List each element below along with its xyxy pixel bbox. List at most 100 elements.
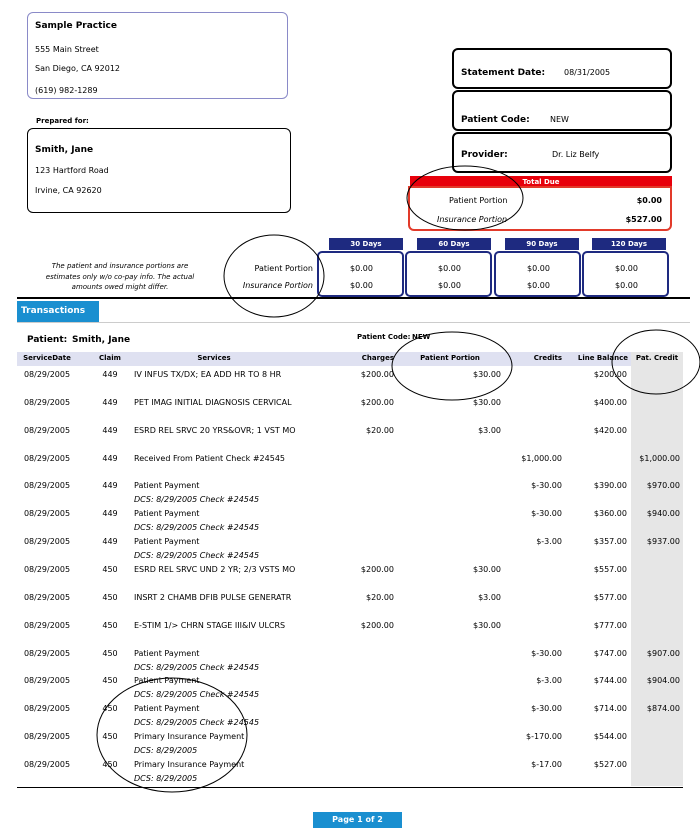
cell-date: 08/29/2005 [23, 425, 71, 435]
circle [96, 677, 248, 793]
cell-note: DCS: 8/29/2005 Check #24545 [134, 523, 260, 533]
cell-service: Patient Payment [134, 509, 200, 519]
cell-date: 08/29/2005 [23, 453, 71, 463]
circle [223, 234, 325, 318]
cell-date: 08/29/2005 [23, 592, 71, 602]
cell-claim: 449 [102, 481, 118, 491]
cell-credits: $-30.00 [531, 704, 562, 714]
cell-line-balance: $420.00 [593, 425, 627, 435]
aging-patient: $0.00 [350, 264, 373, 273]
bottom-rule [17, 787, 683, 788]
cell-charges: $200.00 [360, 370, 394, 379]
aging-patient: $0.00 [527, 264, 550, 273]
cell-note: DCS: 8/29/2005 Check #24545 [134, 718, 260, 728]
cell-credits: $-3.00 [536, 676, 562, 686]
cell-service: Primary Insurance Payment [134, 760, 245, 770]
cell-service: Patient Payment [134, 648, 200, 658]
provider-value: Dr. Liz Belfy [552, 150, 600, 159]
cell-date: 08/29/2005 [23, 537, 71, 547]
cell-service: IV INFUS TX/DX; EA ADD HR TO 8 HR [134, 370, 282, 379]
cell-credits: $-30.00 [531, 509, 562, 519]
cell-claim: 450 [102, 760, 118, 770]
aging-insurance: $0.00 [615, 281, 638, 290]
cell-line-balance: $557.00 [593, 565, 627, 575]
cell-patient-portion: $30.00 [473, 620, 501, 630]
aging-header: 60 Days [417, 238, 491, 250]
total-patient-value: $0.00 [636, 196, 662, 205]
cell-charges: $200.00 [360, 565, 394, 575]
aging-box [494, 251, 581, 297]
aging-insurance-label: Insurance Portion [242, 281, 313, 290]
date-value: 08/31/2005 [564, 68, 611, 77]
total-insurance-label: Insurance Portion [437, 215, 508, 224]
cell-line-balance: $527.00 [593, 760, 627, 770]
transactions-tab: Transactions [17, 301, 99, 322]
column-header: Charges [361, 354, 394, 362]
column-header: Services [197, 354, 231, 362]
cell-credits: $-170.00 [526, 732, 562, 742]
patient-city: Irvine, CA 92620 [35, 186, 102, 195]
practice-box [27, 12, 288, 99]
practice-name: Sample Practice [35, 21, 117, 31]
cell-pat-credit: $1,000.00 [639, 453, 680, 463]
code-value: NEW [550, 115, 569, 124]
cell-claim: 450 [102, 620, 118, 630]
cell-service: Patient Payment [134, 537, 200, 547]
date-label: Statement Date: [461, 68, 546, 78]
cell-line-balance: $200.00 [593, 370, 627, 379]
column-header: Line Balance [577, 354, 628, 362]
aging-insurance: $0.00 [527, 281, 550, 290]
cell-claim: 449 [102, 537, 118, 547]
cell-patient-portion: $30.00 [473, 370, 501, 379]
cell-patient-portion: $3.00 [478, 425, 501, 435]
cell-claim: 449 [102, 425, 118, 435]
cell-line-balance: $747.00 [593, 648, 627, 658]
practice-city: San Diego, CA 92012 [35, 64, 121, 73]
cell-date: 08/29/2005 [23, 704, 71, 714]
aging-box [317, 251, 404, 297]
cell-pat-credit: $907.00 [646, 648, 680, 658]
cell-line-balance: $357.00 [593, 537, 627, 547]
cell-date: 08/29/2005 [23, 760, 71, 770]
cell-credits: $-30.00 [531, 648, 562, 658]
code-label: Patient Code: [461, 115, 530, 125]
prepared-label: Prepared for: [36, 117, 89, 125]
cell-credits: $1,000.00 [521, 453, 562, 463]
column-header: Credits [533, 354, 562, 362]
patient-box [27, 128, 291, 213]
circle [391, 331, 513, 401]
cell-claim: 449 [102, 397, 118, 407]
tx-patient-name: Smith, Jane [72, 335, 131, 345]
cell-claim: 449 [102, 509, 118, 519]
total-patient-label: Patient Portion [449, 196, 508, 205]
cell-claim: 450 [102, 704, 118, 714]
aging-patient-label: Patient Portion [254, 264, 313, 273]
cell-patient-portion: $30.00 [473, 565, 501, 575]
column-header: Patient Portion [420, 354, 480, 362]
cell-service: Patient Payment [134, 704, 200, 714]
page-number: Page 1 of 2 [313, 812, 402, 828]
cell-claim: 450 [102, 592, 118, 602]
practice-phone: (619) 982-1289 [35, 86, 98, 95]
cell-service: Received From Patient Check #24545 [134, 453, 286, 463]
tab-rule [17, 322, 690, 323]
cell-charges: $200.00 [360, 620, 394, 630]
total-insurance-value: $527.00 [625, 215, 662, 224]
column-header: Claim [99, 354, 121, 362]
cell-claim: 450 [102, 648, 118, 658]
tx-code-label: Patient Code: [357, 333, 411, 341]
cell-service: ESRD REL SRVC UND 2 YR; 2/3 VSTS MO [134, 565, 296, 575]
aging-insurance: $0.00 [350, 281, 373, 290]
column-header: ServiceDate [23, 354, 71, 362]
cell-note: DCS: 8/29/2005 [134, 746, 198, 756]
cell-line-balance: $714.00 [593, 704, 627, 714]
cell-patient-portion: $3.00 [478, 592, 501, 602]
cell-date: 08/29/2005 [23, 732, 71, 742]
date-box [452, 48, 672, 89]
cell-claim: 450 [102, 732, 118, 742]
column-header: Pat. Credit [635, 354, 679, 362]
cell-claim: 449 [102, 370, 118, 379]
cell-charges: $20.00 [366, 425, 394, 435]
cell-pat-credit: $937.00 [646, 537, 680, 547]
